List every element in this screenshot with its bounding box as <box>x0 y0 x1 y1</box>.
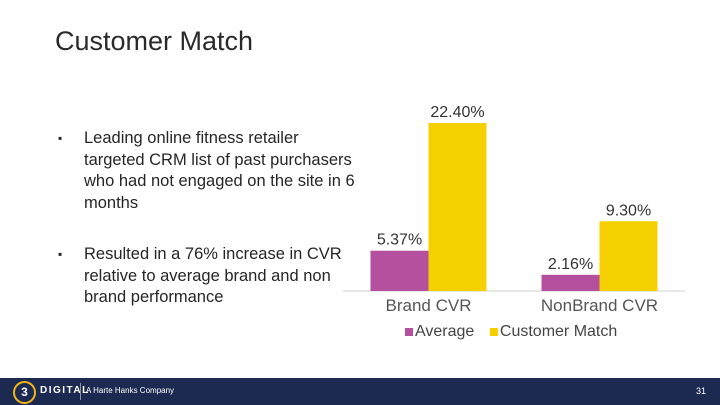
legend-swatch <box>489 328 498 336</box>
legend-label: Average <box>415 323 474 340</box>
logo-mark: 3 <box>13 381 36 404</box>
bar-average <box>541 274 600 291</box>
logo-text: DIGITAL <box>40 385 90 396</box>
company-tagline: A Harte Hanks Company <box>86 386 175 395</box>
data-label: 2.16% <box>548 256 593 273</box>
legend-swatch <box>405 328 413 336</box>
data-label: 22.40% <box>430 104 484 121</box>
bullet-marker: ▪ <box>58 247 63 261</box>
bar-customer-match <box>599 221 658 291</box>
bullet-item: ▪ Resulted in a 76% increase in CVR rela… <box>58 244 358 309</box>
category-label: Brand CVR <box>386 296 472 315</box>
bullet-text: Leading online fitness retailer targeted… <box>84 129 355 212</box>
bar-customer-match <box>428 123 487 291</box>
data-label: 9.30% <box>606 202 651 219</box>
data-label: 5.37% <box>377 232 422 249</box>
page-title: Customer Match <box>55 26 254 56</box>
legend-label: Customer Match <box>500 323 617 340</box>
page-number: 31 <box>695 386 706 396</box>
category-label: NonBrand CVR <box>541 296 658 315</box>
logo-divider <box>80 383 81 400</box>
bullet-item: ▪ Leading online fitness retailer target… <box>58 128 358 214</box>
bullet-marker: ▪ <box>58 131 63 145</box>
chart-svg: 5.37% 22.40% Brand CVR 2.16% 9.30% NonBrand C… <box>343 104 685 340</box>
footer-bar: 3 DIGITAL A Harte Hanks Company 31 <box>0 378 720 405</box>
bullet-list: ▪ Leading online fitness retailer target… <box>58 128 358 339</box>
bullet-text: Resulted in a 76% increase in CVR relati… <box>84 245 342 306</box>
cvr-bar-chart: 5.37% 22.40% Brand CVR 2.16% 9.30% NonBrand C… <box>335 95 695 355</box>
bar-average <box>370 250 429 291</box>
